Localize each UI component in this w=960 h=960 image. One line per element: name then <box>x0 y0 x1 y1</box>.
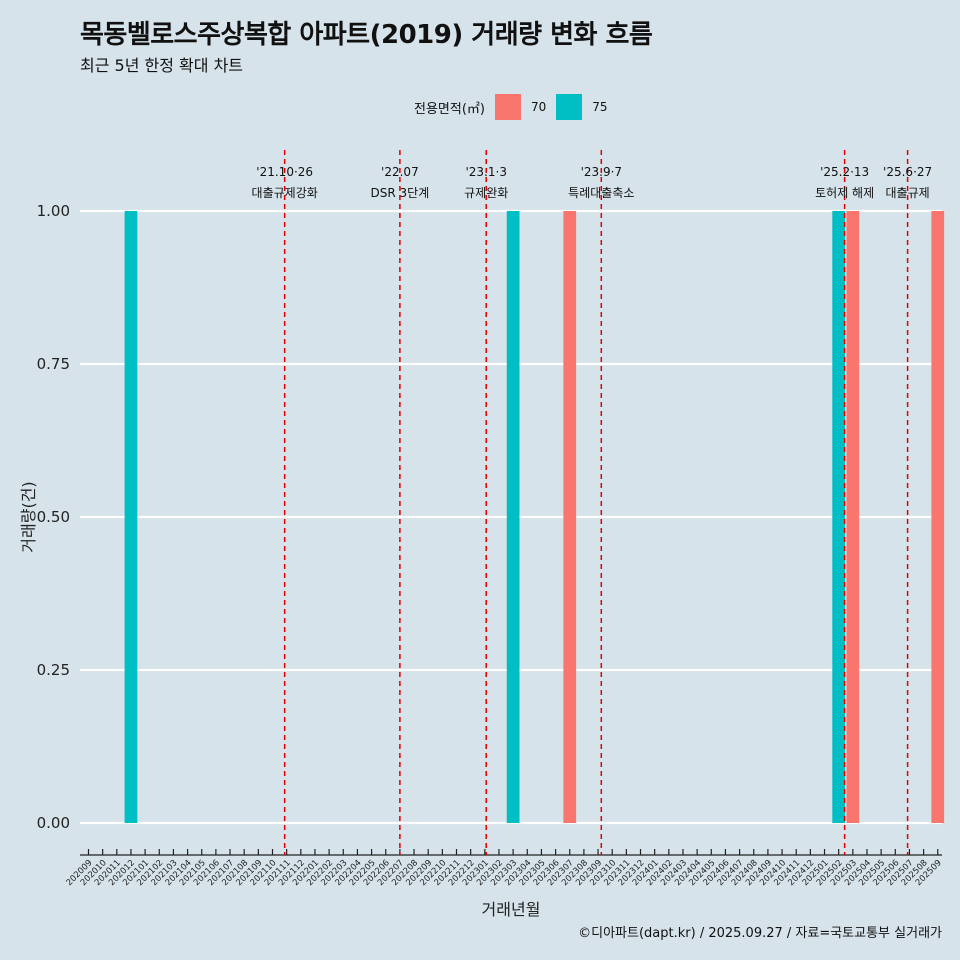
y-tick-label: 0.50 <box>37 508 70 526</box>
legend: 전용면적(㎡) 70 75 <box>414 93 608 121</box>
event-text-label: 대출규제 <box>886 186 930 200</box>
x-axis-title: 거래년월 <box>482 900 541 919</box>
bar-70-202307 <box>563 211 577 823</box>
bar-75-202303 <box>506 211 520 823</box>
legend-label-70: 70 <box>530 100 547 114</box>
legend-label-75: 75 <box>592 100 608 114</box>
event-date-label: '21.10·26 <box>256 165 313 179</box>
event-text-label: 특례대출축소 <box>568 186 634 200</box>
y-axis-title: 거래량(건) <box>19 481 38 552</box>
event-date-label: '25.6·27 <box>883 165 932 179</box>
bar-75-202012 <box>124 211 138 823</box>
y-tick-label: 0.00 <box>37 814 70 832</box>
event-date-label: '23.1·3 <box>465 165 506 179</box>
legend-swatch-75 <box>556 94 583 120</box>
chart-title: 목동벨로스주상복합 아파트(2019) 거래량 변화 흐름 <box>80 20 653 50</box>
event-text-label: 대출규제강화 <box>252 186 318 200</box>
source-caption: ©디아파트(dapt.kr) / 2025.09.27 / 자료=국토교통부 실… <box>578 926 942 941</box>
bar-75-202502 <box>832 211 846 823</box>
event-date-label: '23.9·7 <box>581 165 622 179</box>
event-date-label: '22.07 <box>381 165 419 179</box>
event-text-label: 토허제 해제 <box>815 186 874 200</box>
event-text-label: 규제완화 <box>464 186 508 200</box>
y-tick-label: 0.25 <box>37 661 70 679</box>
legend-title: 전용면적(㎡) <box>414 101 485 117</box>
bar-70-202503 <box>846 211 860 823</box>
y-tick-label: 1.00 <box>37 202 70 220</box>
chart-subtitle: 최근 5년 한정 확대 차트 <box>80 56 244 75</box>
event-date-label: '25.2·13 <box>820 165 869 179</box>
legend-swatch-70 <box>494 94 521 120</box>
bar-70-202509 <box>931 211 945 823</box>
y-tick-label: 0.75 <box>37 355 70 373</box>
event-text-label: DSR 3단계 <box>371 186 430 200</box>
